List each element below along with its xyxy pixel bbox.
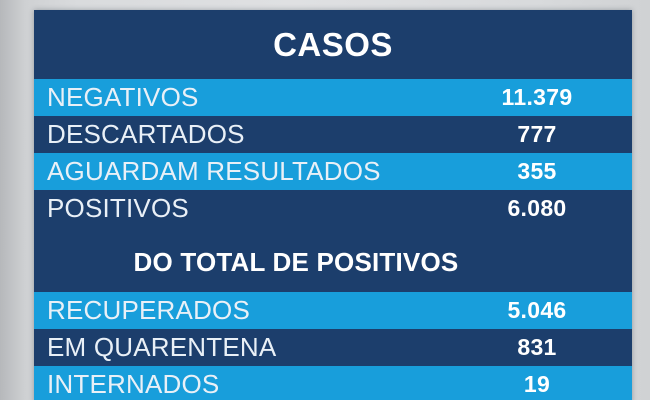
row-recuperados-value: 5.046 (507, 297, 567, 323)
row-recuperados-label: RECUPERADOS (47, 295, 251, 325)
row-descartados-label: DESCARTADOS (47, 119, 245, 149)
row-internados-value: 19 (523, 371, 551, 397)
row-em-quarentena-label: EM QUARENTENA (47, 332, 277, 362)
row-positivos: POSITIVOS 6.080 (34, 190, 632, 227)
row-internados: INTERNADOS 19 (34, 366, 632, 400)
row-aguardam-resultados: AGUARDAM RESULTADOS 355 (34, 153, 632, 190)
section-header-do-total-de-positivos-text: DO TOTAL DE POSITIVOS (133, 247, 459, 277)
row-descartados: DESCARTADOS 777 (34, 116, 632, 153)
row-descartados-value: 777 (517, 121, 557, 147)
row-negativos: NEGATIVOS 11.379 (34, 79, 632, 116)
row-negativos-value: 11.379 (501, 84, 573, 110)
section-header-casos-text: CASOS (273, 25, 393, 63)
row-aguardam-resultados-label: AGUARDAM RESULTADOS (47, 156, 381, 186)
row-internados-label: INTERNADOS (47, 369, 220, 399)
row-positivos-label: POSITIVOS (47, 193, 189, 223)
row-negativos-label: NEGATIVOS (47, 82, 199, 112)
section-header-casos: CASOS (34, 10, 632, 79)
row-em-quarentena-value: 831 (517, 334, 557, 360)
section-header-do-total-de-positivos: DO TOTAL DE POSITIVOS (34, 227, 632, 292)
row-aguardam-resultados-value: 355 (517, 158, 557, 184)
cases-table-panel: CASOS NEGATIVOS 11.379 DESCARTADOS 777 A… (34, 10, 632, 400)
positivos-section-block: POSITIVOS 6.080 DO TOTAL DE POSITIVOS (34, 190, 632, 292)
row-positivos-value: 6.080 (507, 195, 567, 221)
row-em-quarentena: EM QUARENTENA 831 (34, 329, 632, 366)
row-recuperados: RECUPERADOS 5.046 (34, 292, 632, 329)
